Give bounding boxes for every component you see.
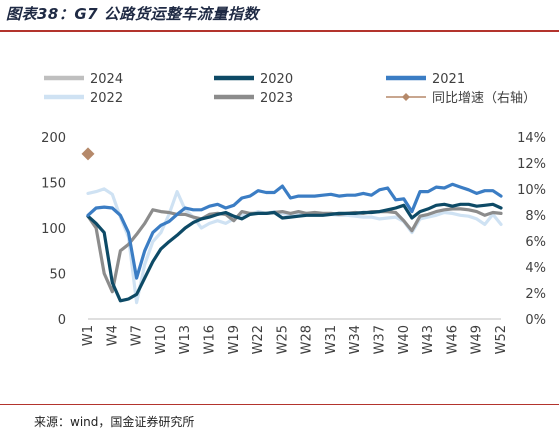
y-tick-label: 50 bbox=[49, 268, 66, 283]
x-tick-label: W49 bbox=[470, 325, 485, 354]
series-line-2021 bbox=[86, 182, 503, 280]
x-tick-label: W46 bbox=[445, 325, 460, 354]
legend-label: 2024 bbox=[90, 72, 123, 87]
legend-label: 2022 bbox=[90, 91, 123, 106]
y2-tick-label: 14% bbox=[517, 131, 546, 146]
y2-tick-label: 8% bbox=[525, 209, 546, 224]
x-tick-label: W25 bbox=[275, 325, 290, 354]
y-tick-label: 100 bbox=[41, 222, 66, 237]
series-line-2022 bbox=[86, 187, 503, 305]
y-tick-label: 0 bbox=[58, 313, 66, 328]
x-tick-label: W1 bbox=[81, 325, 96, 346]
y-tick-label: 200 bbox=[41, 131, 66, 146]
x-tick-label: W10 bbox=[154, 325, 169, 354]
legend-swatch-diamond bbox=[402, 93, 410, 101]
chart-title: 图表38：G7 公路货运整车流量指数 bbox=[6, 5, 259, 23]
y2-tick-label: 6% bbox=[525, 235, 546, 250]
title-rule bbox=[0, 30, 559, 32]
y2-tick-label: 2% bbox=[525, 287, 546, 302]
x-tick-label: W7 bbox=[130, 325, 145, 346]
legend-label: 同比增速（右轴） bbox=[432, 91, 536, 106]
x-tick-label: W31 bbox=[324, 325, 339, 354]
source-note: 来源：wind，国金证券研究所 bbox=[34, 415, 195, 429]
x-tick-label: W43 bbox=[421, 325, 436, 354]
x-tick-label: W16 bbox=[202, 325, 217, 354]
x-tick-label: W22 bbox=[251, 325, 266, 354]
y2-tick-label: 0% bbox=[525, 313, 546, 328]
x-tick-label: W34 bbox=[348, 325, 363, 354]
x-tick-label: W19 bbox=[227, 325, 242, 354]
x-tick-label: W40 bbox=[397, 325, 412, 354]
legend-label: 2020 bbox=[260, 72, 293, 87]
x-tick-label: W4 bbox=[105, 325, 120, 346]
y2-tick-label: 4% bbox=[525, 261, 546, 276]
x-tick-label: W52 bbox=[494, 325, 509, 354]
legend-label: 2023 bbox=[260, 91, 293, 106]
x-tick-label: W13 bbox=[178, 325, 193, 354]
legend-label: 2021 bbox=[432, 72, 465, 87]
x-tick-label: W37 bbox=[373, 325, 388, 354]
x-tick-label: W28 bbox=[300, 325, 315, 354]
yoy-diamond-point bbox=[81, 147, 95, 161]
series-line-2020 bbox=[86, 202, 503, 303]
y-tick-label: 150 bbox=[41, 177, 66, 192]
y2-tick-label: 10% bbox=[517, 183, 546, 198]
y2-tick-label: 12% bbox=[517, 157, 546, 172]
source-rule bbox=[0, 404, 559, 405]
series-line-2023 bbox=[86, 207, 503, 294]
